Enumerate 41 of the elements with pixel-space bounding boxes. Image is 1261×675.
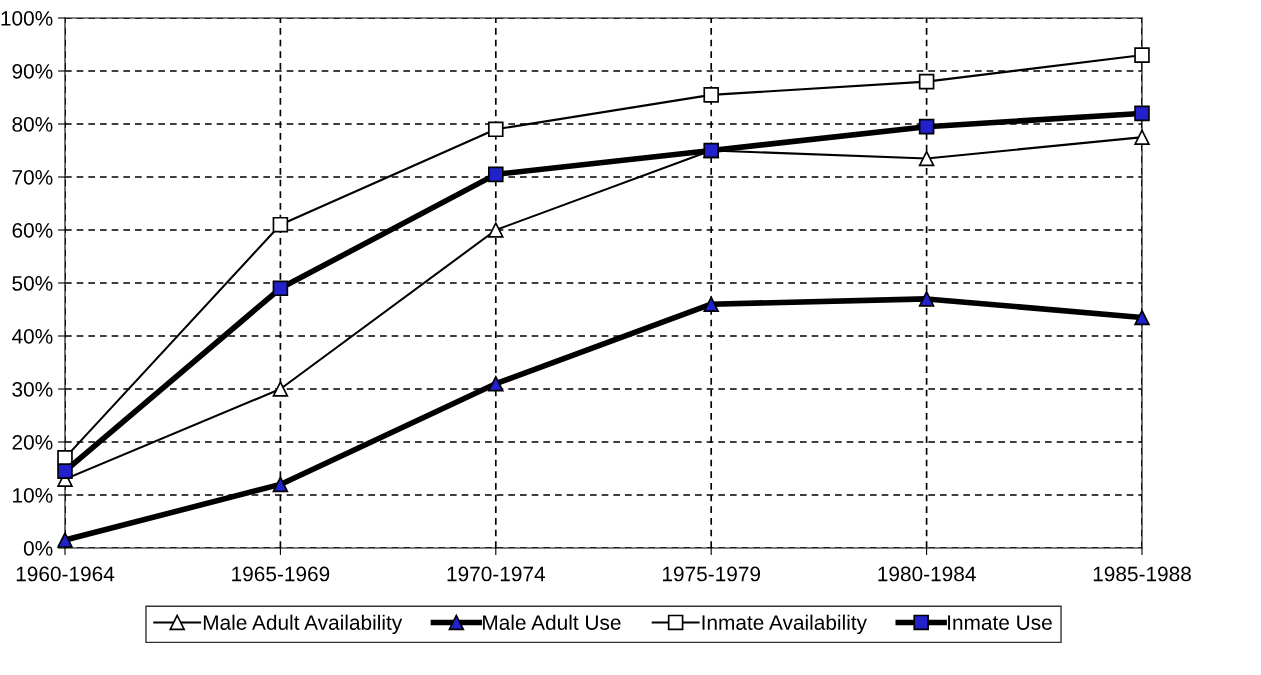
legend-label: Male Adult Availability (203, 614, 403, 635)
x-tick-label: 1970-1974 (447, 566, 546, 582)
point (272, 216, 289, 233)
x-tick-label: 1980-1984 (878, 566, 976, 582)
y-tick-label: 60% (12, 223, 53, 238)
point (57, 463, 73, 479)
y-tick-label: 30% (12, 382, 53, 397)
point (918, 118, 935, 135)
point (703, 87, 719, 103)
x-tick-label: 1975-1979 (662, 566, 761, 582)
y-tick-label: 0% (23, 541, 53, 556)
x-tick-label: 1965-1969 (232, 566, 330, 582)
legend-label: Male Adult Use (483, 614, 621, 630)
y-tick-label: 50% (12, 276, 53, 291)
point (1134, 129, 1150, 146)
point (488, 375, 504, 392)
y-tick-label: 40% (11, 329, 53, 344)
x-tick-label: 1960-1964 (16, 566, 115, 582)
legend-label: Inmate Use (948, 615, 1052, 630)
point (272, 381, 289, 397)
x-tick-label: 1985-1988 (1093, 566, 1191, 582)
point (57, 532, 73, 548)
y-tick-label: 80% (12, 117, 53, 132)
point (918, 73, 935, 90)
point (1134, 309, 1150, 326)
y-tick-label: 20% (12, 435, 53, 450)
point (272, 280, 289, 297)
point (1134, 105, 1150, 122)
point (918, 291, 935, 307)
point (488, 166, 504, 183)
y-tick-label: 70% (12, 170, 53, 185)
y-tick-label: 90% (12, 64, 53, 79)
point (1134, 47, 1150, 63)
point (488, 222, 504, 238)
point (488, 121, 504, 138)
y-tick-label: 100% (1, 11, 53, 26)
point (272, 476, 289, 493)
legend-label: Inmate Availability (702, 614, 867, 635)
point (918, 150, 935, 167)
point (703, 296, 719, 312)
y-tick-label: 10% (13, 488, 53, 503)
